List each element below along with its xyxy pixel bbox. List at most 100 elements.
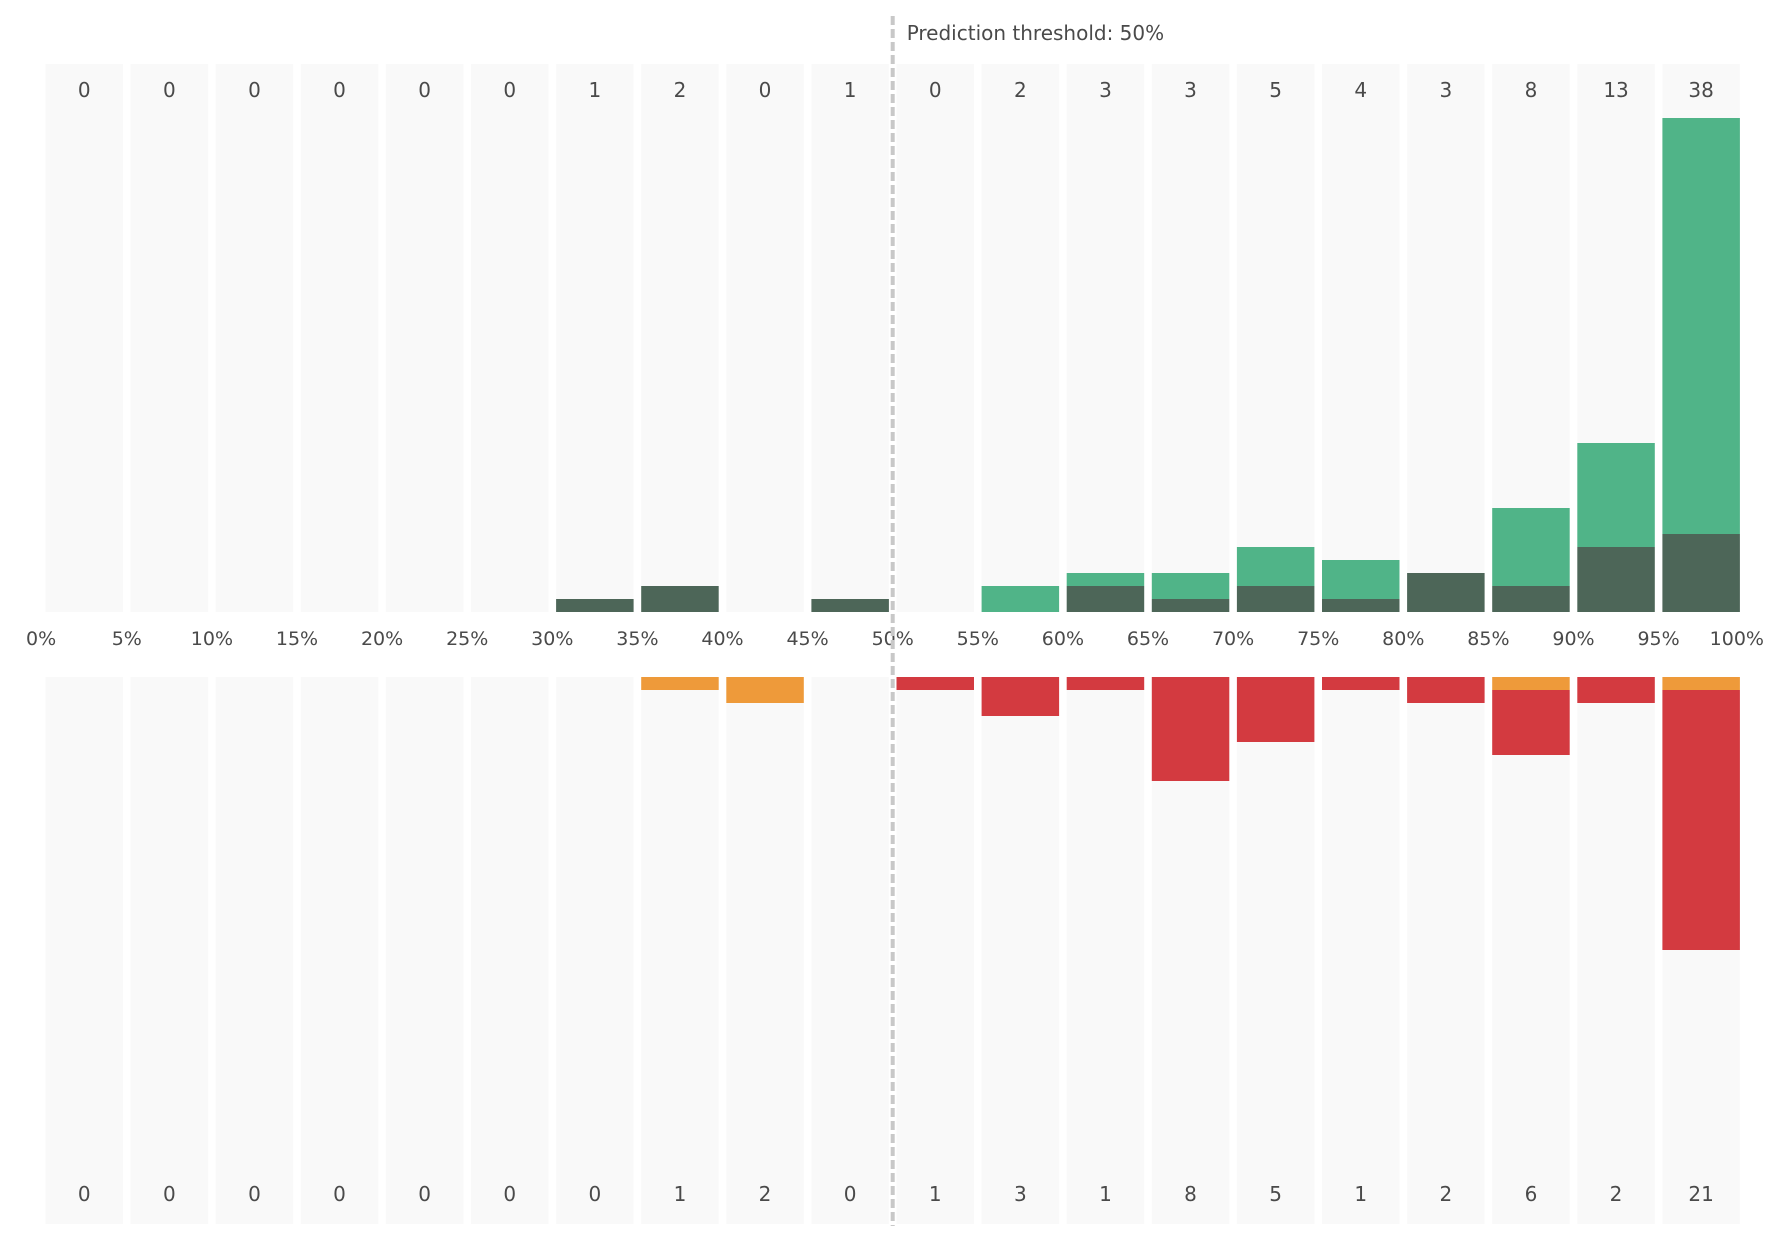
top-count-labels: 0 0 0 0 0 0 1 2 0 1 0 2 3 3 5 4 3 8 13 38 — [78, 78, 1714, 102]
bottom-count-label: 2 — [1610, 1182, 1623, 1206]
top-count-label: 0 — [248, 78, 261, 102]
bottom-count-label: 0 — [418, 1182, 431, 1206]
bottom-column-bg — [1322, 677, 1400, 1224]
top-bar-segment-0 — [1662, 534, 1740, 612]
x-tick-label: 40% — [701, 628, 743, 650]
bottom-count-label: 0 — [333, 1182, 346, 1206]
bottom-bar-segment-0 — [726, 677, 804, 703]
bottom-count-label: 1 — [1354, 1182, 1367, 1206]
top-column-bg — [1236, 64, 1315, 612]
top-bar-segment-1 — [1236, 547, 1315, 586]
top-bar-segment-1 — [1322, 560, 1400, 599]
bottom-count-label: 0 — [588, 1182, 601, 1206]
top-column-bg — [981, 64, 1060, 612]
bottom-bar-segment-1 — [1492, 690, 1570, 755]
x-axis-ticks: 0% 5% 10% 15% 20% 25% 30% 35% 40% 45% 50% 55% 60% 65%… — [26, 628, 1764, 650]
bottom-count-label: 0 — [503, 1182, 516, 1206]
x-tick-label: 60% — [1042, 628, 1084, 650]
top-count-label: 1 — [844, 78, 857, 102]
threshold-label: Prediction threshold: 50% — [907, 21, 1164, 45]
bottom-count-label: 8 — [1184, 1182, 1197, 1206]
top-count-label: 4 — [1354, 78, 1367, 102]
bottom-column-bg — [1236, 677, 1315, 1224]
bottom-count-label: 5 — [1269, 1182, 1282, 1206]
top-count-label: 0 — [418, 78, 431, 102]
bottom-column-bg — [1407, 677, 1485, 1224]
x-tick-label: 20% — [361, 628, 403, 650]
bottom-column-bg — [641, 677, 719, 1224]
top-count-label: 13 — [1603, 78, 1628, 102]
bottom-count-labels: 0 0 0 0 0 0 0 1 2 0 1 3 1 8 5 1 2 6 2 21 — [78, 1182, 1714, 1206]
x-tick-label: 75% — [1297, 628, 1339, 650]
x-tick-label: 50% — [872, 628, 914, 650]
top-bars — [556, 118, 1740, 612]
bottom-bar-segment-0 — [1492, 677, 1570, 690]
top-column-bg — [726, 64, 804, 612]
top-bar-segment-0 — [1151, 599, 1230, 612]
top-column-bg — [471, 64, 549, 612]
bottom-count-label: 1 — [1099, 1182, 1112, 1206]
top-column-bg — [215, 64, 294, 612]
bottom-column-bg — [556, 677, 634, 1224]
top-count-label: 38 — [1688, 78, 1713, 102]
bottom-column-bg — [471, 677, 549, 1224]
top-bar-segment-1 — [1577, 443, 1655, 547]
top-count-label: 8 — [1525, 78, 1538, 102]
bottom-column-bg — [45, 677, 123, 1224]
top-column-bg — [130, 64, 209, 612]
x-tick-label: 30% — [531, 628, 573, 650]
x-tick-label: 15% — [276, 628, 318, 650]
bottom-column-bg — [726, 677, 804, 1224]
x-tick-label: 90% — [1552, 628, 1594, 650]
x-tick-label: 95% — [1637, 628, 1679, 650]
bottom-bar-segment-1 — [1662, 690, 1740, 950]
bottom-bar-segment-1 — [1577, 677, 1655, 703]
top-column-bg — [1322, 64, 1400, 612]
bottom-count-label: 3 — [1014, 1182, 1027, 1206]
bottom-count-label: 6 — [1525, 1182, 1538, 1206]
top-column-bg — [1407, 64, 1485, 612]
top-column-bg — [1066, 64, 1145, 612]
bottom-count-label: 0 — [248, 1182, 261, 1206]
top-bar-segment-0 — [1066, 586, 1145, 612]
bottom-count-label: 1 — [929, 1182, 942, 1206]
bottom-bar-segment-1 — [896, 677, 974, 690]
top-count-label: 5 — [1269, 78, 1282, 102]
top-bar-segment-1 — [1066, 573, 1145, 586]
top-count-label: 0 — [163, 78, 176, 102]
top-count-label: 0 — [929, 78, 942, 102]
top-count-label: 0 — [503, 78, 516, 102]
top-count-label: 3 — [1439, 78, 1452, 102]
x-tick-label: 10% — [191, 628, 233, 650]
bottom-count-label: 2 — [1439, 1182, 1452, 1206]
top-count-label: 3 — [1099, 78, 1112, 102]
top-column-bg — [641, 64, 719, 612]
top-count-label: 0 — [78, 78, 91, 102]
top-bar-segment-1 — [1151, 573, 1230, 599]
top-bar-segment-1 — [1492, 508, 1570, 586]
top-bar-segment-1 — [1662, 118, 1740, 534]
bottom-bar-segment-0 — [1662, 677, 1740, 690]
bottom-bar-segment-1 — [1322, 677, 1400, 690]
top-column-bg — [300, 64, 379, 612]
bottom-count-label: 0 — [78, 1182, 91, 1206]
bottom-column-bg — [1577, 677, 1655, 1224]
top-bar-segment-0 — [1577, 547, 1655, 612]
bottom-bar-segment-1 — [1151, 677, 1230, 781]
bottom-bar-segment-1 — [1407, 677, 1485, 703]
x-tick-label: 5% — [112, 628, 142, 650]
bottom-column-bg — [811, 677, 889, 1224]
top-bar-segment-0 — [1236, 586, 1315, 612]
bottom-column-bg — [1066, 677, 1145, 1224]
bottom-bar-segment-1 — [1236, 677, 1315, 742]
top-bar-segment-0 — [556, 599, 634, 612]
top-bar-segment-0 — [811, 599, 889, 612]
top-bar-segment-0 — [1322, 599, 1400, 612]
x-tick-label: 45% — [786, 628, 828, 650]
x-tick-label: 35% — [616, 628, 658, 650]
top-bar-segment-0 — [1407, 573, 1485, 612]
top-column-bg — [556, 64, 634, 612]
top-count-label: 0 — [759, 78, 772, 102]
bottom-column-bg — [215, 677, 294, 1224]
